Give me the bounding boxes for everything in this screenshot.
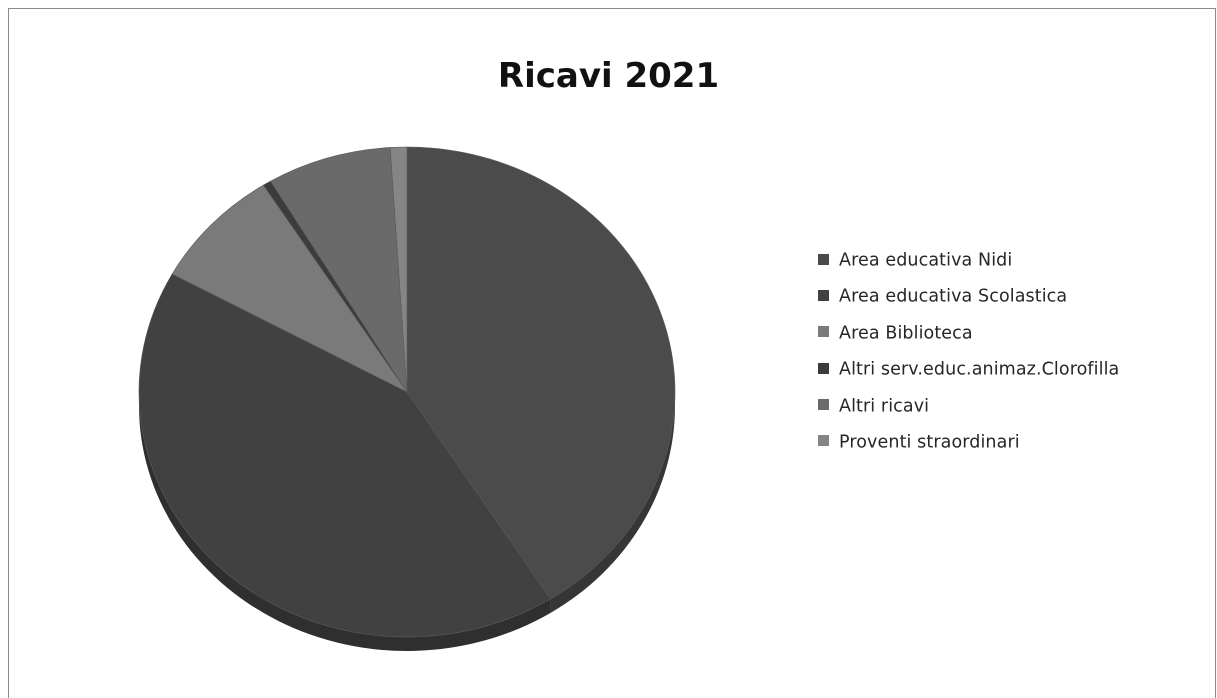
legend-item: Area Biblioteca <box>818 319 1119 355</box>
legend-swatch <box>818 399 829 411</box>
pie-depth-shading <box>139 392 675 651</box>
legend-item: Proventi straordinari <box>818 428 1119 464</box>
chart-title: Ricavi 2021 <box>497 56 720 96</box>
legend: Area educativa Nidi Area educativa Scolas… <box>818 246 1119 464</box>
legend-item: Area educativa Scolastica <box>818 282 1119 318</box>
legend-label: Area Biblioteca <box>839 323 973 344</box>
pie-slice-4 <box>270 147 408 394</box>
pie-slice-2 <box>171 184 408 393</box>
legend-swatch <box>818 289 829 301</box>
pie-slice-5 <box>389 146 408 393</box>
legend-swatch <box>818 326 829 338</box>
legend-label: Altri ricavi <box>839 396 930 417</box>
legend-swatch <box>818 253 829 265</box>
legend-label: Area educativa Scolastica <box>839 286 1068 307</box>
legend-label: Area educativa Nidi <box>839 250 1013 271</box>
pie-slices <box>138 146 676 638</box>
legend-swatch <box>818 435 829 447</box>
pie-slice-1 <box>138 273 552 638</box>
pie-side-0 <box>550 392 675 613</box>
pie-slice-0 <box>406 146 676 600</box>
legend-label: Altri serv.educ.animaz.Clorofilla <box>839 359 1120 380</box>
pie-side-1 <box>139 392 551 651</box>
legend-item: Area educativa Nidi <box>818 246 1119 282</box>
legend-label: Proventi straordinari <box>839 432 1020 453</box>
legend-item: Altri ricavi <box>818 392 1119 428</box>
legend-item: Altri serv.educ.animaz.Clorofilla <box>818 355 1119 391</box>
legend-swatch <box>818 362 829 374</box>
